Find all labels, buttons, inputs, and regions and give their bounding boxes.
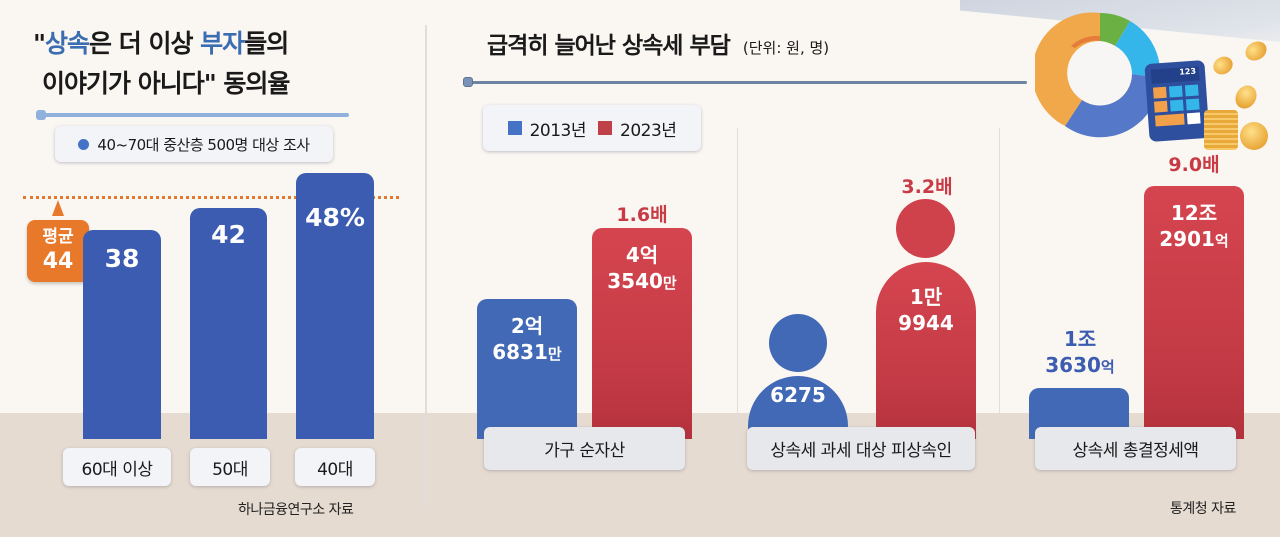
left-title-line2: 이야기가 아니다" 동의율 [42, 69, 290, 98]
left-rule-knob [36, 110, 46, 120]
right-title-rule [467, 81, 1027, 84]
ratio-networth: 1.6배 [616, 204, 668, 226]
value-taxamount-2013: 1조 3630억 [1045, 327, 1115, 377]
left-source: 하나금융연구소 자료 [238, 502, 354, 518]
category-decedents: 상속세 과세 대상 피상속인 [747, 427, 975, 470]
legend-2023-swatch [598, 121, 612, 135]
average-badge: 평균 44 [27, 220, 89, 282]
right-title: 급격히 늘어난 상속세 부담 (단위: 원, 명) [487, 33, 830, 59]
bar-taxamount-2023: 12조 2901억 [1144, 186, 1244, 439]
panel-divider [425, 25, 427, 510]
group-divider-2 [999, 128, 1000, 468]
right-source: 통계청 자료 [1170, 501, 1236, 517]
bar-50s-base [190, 413, 267, 439]
left-title: "상속은 더 이상 부자들의 이야기가 아니다" 동의율 [33, 24, 290, 104]
legend-2013-swatch [507, 121, 522, 135]
label-60s: 60대 이상 [63, 448, 171, 486]
bullet-dot-icon [78, 138, 90, 150]
calculator-icon: 123 [1144, 60, 1210, 142]
person-2023-head [896, 199, 955, 258]
category-taxamount: 상속세 총결정세액 [1035, 427, 1236, 470]
legend: 2013년 2023년 [483, 105, 701, 151]
left-title-rule [38, 113, 349, 117]
label-50s: 50대 [190, 448, 270, 486]
bar-40s: 48% [296, 173, 374, 413]
survey-note: 40~70대 중산층 500명 대상 조사 [55, 126, 333, 162]
person-2013-head [769, 314, 827, 372]
coin-icon [1231, 81, 1261, 113]
left-title-line1: "상속은 더 이상 부자들의 [33, 29, 289, 58]
coin-icon [1210, 53, 1236, 78]
category-networth: 가구 순자산 [484, 427, 685, 470]
group-divider-1 [737, 128, 738, 468]
label-40s: 40대 [295, 448, 375, 486]
average-line [23, 196, 399, 199]
coin-icon [1240, 122, 1268, 150]
person-2023-body: 1만 9944 [876, 262, 976, 439]
bar-60s: 38 [83, 230, 161, 413]
ratio-decedents: 3.2배 [901, 176, 953, 198]
right-rule-knob [463, 77, 473, 87]
bar-50s: 42 [190, 208, 267, 413]
coin-stack-icon [1204, 110, 1238, 150]
bar-networth-2023: 4억 3540만 [592, 228, 692, 439]
bar-networth-2013: 2억 6831만 [477, 299, 577, 439]
ratio-taxamount: 9.0배 [1168, 154, 1220, 176]
coin-icon [1241, 37, 1271, 65]
bar-40s-base [296, 413, 374, 439]
average-badge-pointer [52, 200, 64, 216]
bar-60s-base [83, 413, 161, 439]
